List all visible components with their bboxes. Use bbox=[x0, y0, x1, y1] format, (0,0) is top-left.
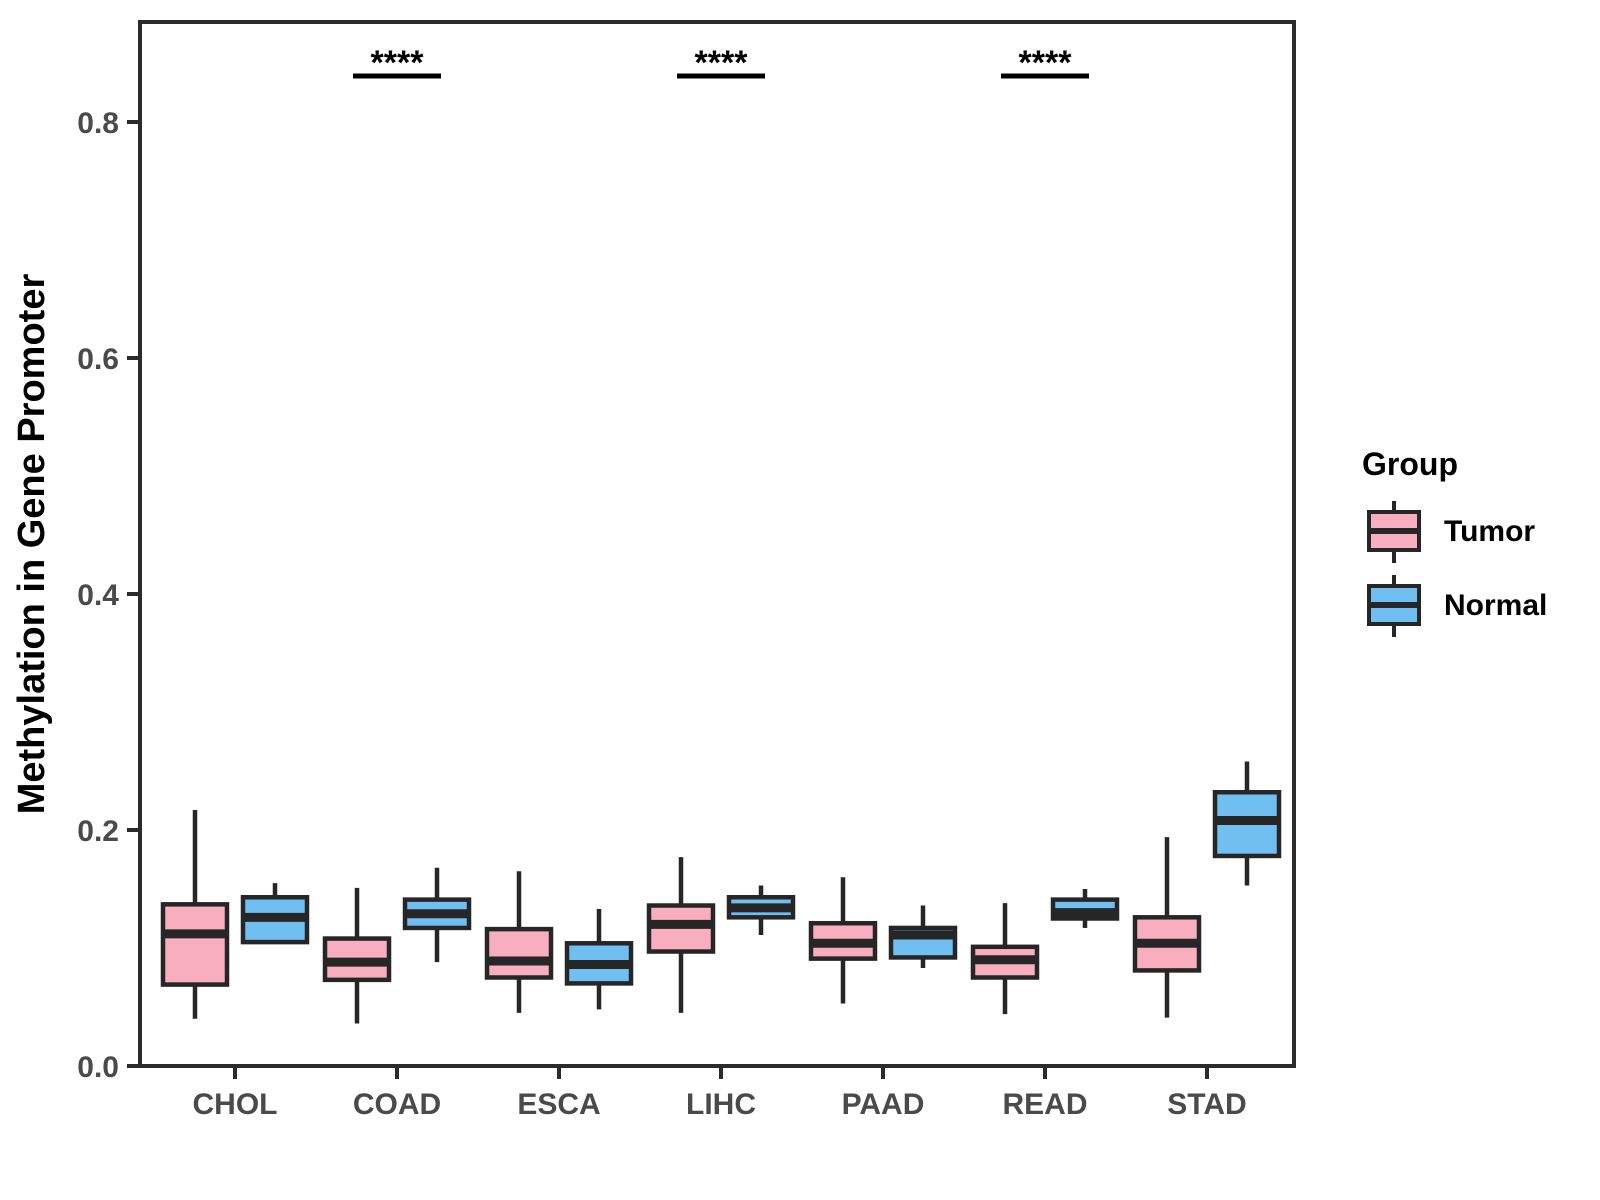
iqr-box bbox=[484, 926, 554, 980]
box-LIHC-Normal bbox=[726, 885, 796, 936]
box-READ-Tumor bbox=[970, 903, 1040, 1015]
box-ESCA-Normal bbox=[564, 909, 634, 1010]
panel-border bbox=[138, 20, 1296, 1068]
box-PAAD-Normal bbox=[888, 905, 958, 969]
legend-title: Group bbox=[1362, 446, 1458, 482]
box-LIHC-Tumor bbox=[646, 857, 716, 1013]
normal-boxplot-key-icon bbox=[1367, 575, 1421, 637]
y-tick-label: 0.6 bbox=[77, 343, 119, 376]
legend: Group Tumor Normal bbox=[1336, 446, 1547, 647]
legend-item-normal: Normal bbox=[1366, 573, 1547, 639]
box-STAD-Normal bbox=[1212, 761, 1282, 886]
plot-area: 0.0 0.2 0.4 0.6 0.8 CHOL COAD ESCA LIHC PAAD READ S… bbox=[77, 20, 1296, 1121]
legend-label-tumor: Tumor bbox=[1444, 515, 1536, 548]
x-tick-label: COAD bbox=[353, 1088, 441, 1121]
box-CHOL-Normal bbox=[240, 883, 310, 945]
x-tick-label: STAD bbox=[1167, 1088, 1246, 1121]
y-tick-label: 0.0 bbox=[77, 1051, 119, 1084]
box-READ-Normal bbox=[1050, 889, 1120, 928]
legend-label-normal: Normal bbox=[1444, 589, 1548, 622]
box-ESCA-Tumor bbox=[484, 871, 554, 1013]
box-STAD-Tumor bbox=[1132, 837, 1202, 1018]
box-CHOL-Tumor bbox=[160, 809, 230, 1019]
box-COAD-Tumor bbox=[322, 887, 392, 1024]
box-PAAD-Tumor bbox=[808, 877, 878, 1004]
x-tick-label: ESCA bbox=[517, 1088, 600, 1121]
y-tick-label: 0.8 bbox=[77, 107, 119, 140]
x-tick-label: LIHC bbox=[686, 1088, 756, 1121]
x-tick-label: PAAD bbox=[842, 1088, 925, 1121]
legend-item-tumor: Tumor bbox=[1366, 499, 1547, 565]
y-axis-title: Methylation in Gene Promoter bbox=[11, 274, 53, 815]
tumor-boxplot-key-icon bbox=[1367, 501, 1421, 563]
y-tick-label: 0.4 bbox=[77, 579, 119, 612]
box-COAD-Normal bbox=[402, 867, 472, 963]
y-tick-label: 0.2 bbox=[77, 815, 119, 848]
iqr-box bbox=[160, 902, 230, 987]
x-tick-label: CHOL bbox=[193, 1088, 278, 1121]
x-tick-label: READ bbox=[1002, 1088, 1087, 1121]
